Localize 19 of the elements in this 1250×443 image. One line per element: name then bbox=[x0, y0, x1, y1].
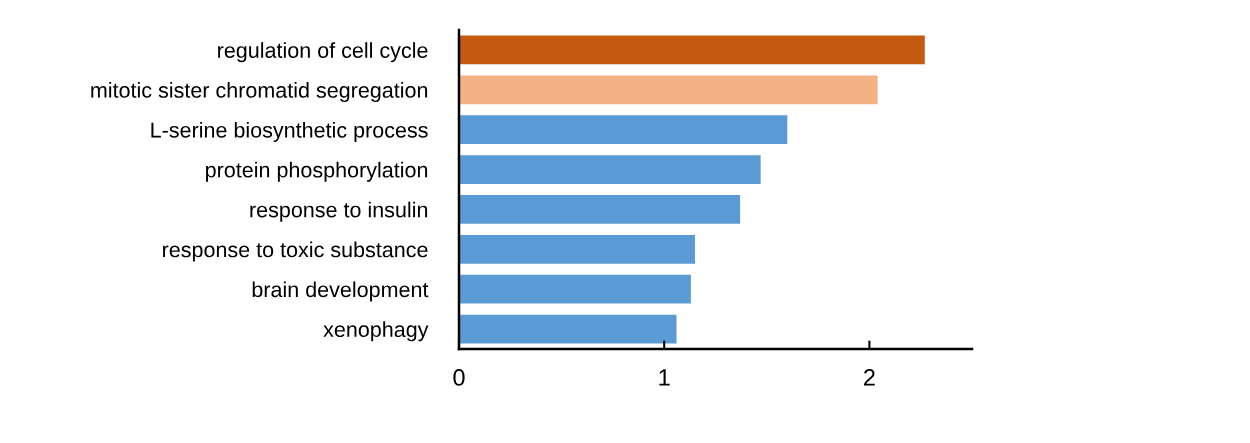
bar bbox=[459, 234, 695, 264]
bar bbox=[459, 314, 677, 344]
bar bbox=[459, 274, 691, 304]
bar bbox=[459, 155, 761, 184]
y-tick-label: response to insulin bbox=[250, 201, 428, 222]
bar bbox=[459, 195, 741, 224]
y-tick-label: L-serine biosynthetic process bbox=[151, 121, 428, 142]
y-tick-label: mitotic sister chromatid segregation bbox=[91, 82, 428, 103]
y-tick-label: brain development bbox=[252, 281, 429, 302]
y-tick-label: response to toxic substance bbox=[163, 241, 428, 262]
bar bbox=[459, 35, 925, 65]
x-tick-label: 1 bbox=[659, 369, 670, 386]
y-tick-label: xenophagy bbox=[323, 321, 429, 342]
bar bbox=[459, 115, 788, 145]
bar bbox=[459, 75, 878, 105]
x-tick-label: 2 bbox=[864, 369, 875, 386]
y-tick-label: protein phosphorylation bbox=[206, 161, 428, 182]
x-tick-label: 0 bbox=[453, 369, 465, 386]
y-tick-label: regulation of cell cycle bbox=[218, 42, 428, 63]
